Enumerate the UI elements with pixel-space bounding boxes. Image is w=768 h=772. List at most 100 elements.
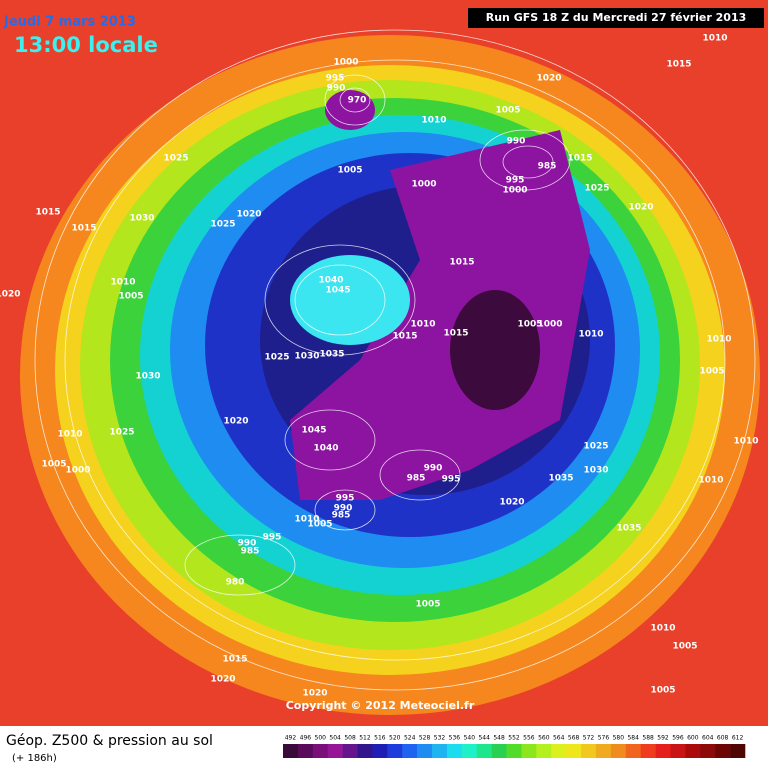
isobar-label: 1030 (129, 214, 154, 224)
colorbar-label: 592 (657, 735, 669, 742)
isobar-labels: 1000995990970101010201005990985995100010… (0, 34, 759, 699)
isobar-label: 1000 (537, 320, 562, 330)
colorbar-label: 588 (642, 735, 654, 742)
isobar-label: 995 (442, 475, 461, 485)
isobar-label: 1010 (410, 320, 435, 330)
isobar-label: 1015 (666, 60, 691, 70)
time: 13:00 locale (14, 33, 158, 57)
isobar-label: 1000 (502, 186, 527, 196)
isobar-label: 1015 (443, 329, 468, 339)
colorbar-label: 568 (568, 735, 580, 742)
isobar-label: 1010 (578, 330, 603, 340)
colorbar-swatch (595, 744, 612, 758)
isobar-label: 970 (348, 96, 367, 106)
colorbar-label: 508 (344, 735, 356, 742)
footer-title: Géop. Z500 & pression au sol (6, 733, 213, 749)
isobar-label: 990 (327, 84, 346, 94)
colorbar-swatch (685, 744, 701, 758)
colorbar-swatch (610, 744, 627, 758)
colorbar-swatch (700, 744, 716, 758)
isobar-label: 1030 (135, 372, 160, 382)
colorbar-label: 612 (732, 735, 744, 742)
colorbar-label: 512 (359, 735, 371, 742)
isobar-label: 1015 (449, 258, 474, 268)
isobar-label: 990 (424, 464, 443, 474)
isobar-label: 1035 (319, 350, 344, 360)
colorbar-swatch (446, 744, 463, 758)
colorbar-label: 492 (285, 735, 297, 742)
isobar-label: 1005 (41, 460, 66, 470)
colorbar-swatch (417, 744, 433, 758)
colorbar-swatch (625, 744, 641, 758)
isobar-label: 985 (332, 511, 351, 521)
colorbar-swatch (581, 744, 597, 758)
colorbar-swatch (491, 744, 507, 758)
isobar-label: 1025 (163, 154, 188, 164)
colorbar-swatch (506, 744, 522, 758)
colorbar-label: 496 (300, 735, 312, 742)
colorbar-label: 584 (627, 735, 639, 742)
isobar-label: 1000 (411, 180, 436, 190)
isobar-label: 1010 (57, 430, 82, 440)
isobar-label: 1020 (628, 203, 653, 213)
colorbar-swatch (432, 744, 448, 758)
colorbar-label: 500 (315, 735, 327, 742)
isobar-label: 1020 (536, 74, 561, 84)
isobar-label: 1025 (264, 353, 289, 363)
isobar-label: 1030 (294, 352, 319, 362)
colorbar-label: 572 (583, 735, 595, 742)
isobar-label: 995 (326, 74, 345, 84)
colorbar-swatch (655, 744, 671, 758)
colorbar-label: 520 (389, 735, 401, 742)
colorbar-swatch (372, 744, 388, 758)
date: Jeudi 7 mars 2013 (3, 15, 136, 30)
colorbar-swatch (327, 744, 343, 758)
colorbar: 492 496 500 504 508 512 516 520 524 528 532 536 540 5… (283, 735, 746, 758)
colorbar-swatch (402, 744, 418, 758)
isobar-label: 990 (334, 504, 353, 514)
isobar-label: 985 (241, 547, 260, 557)
colorbar-label: 580 (613, 735, 625, 742)
colorbar-swatch (730, 744, 746, 758)
colorbar-swatch (715, 744, 731, 758)
isobar-label: 1005 (118, 292, 143, 302)
isobar-label: 1020 (499, 498, 524, 508)
colorbar-swatch (283, 744, 299, 758)
isobar-label: 1020 (302, 689, 327, 699)
isobar-label: 1025 (583, 442, 608, 452)
isobar-label: 1000 (65, 466, 90, 476)
colorbar-label: 544 (478, 735, 490, 742)
isobar-label: 1045 (325, 286, 350, 296)
height-field (20, 35, 760, 715)
isobar-label: 1010 (294, 515, 319, 525)
colorbar-label: 524 (404, 735, 416, 742)
colorbar-swatch (312, 744, 329, 758)
isobar-label: 990 (238, 539, 257, 549)
isobar-label: 1040 (318, 276, 343, 286)
isobar-label: 1010 (650, 624, 675, 634)
colorbar-swatch (357, 744, 373, 758)
isobar-label: 1010 (733, 437, 758, 447)
isobar-label: 1010 (706, 335, 731, 345)
isobar-label: 995 (336, 494, 355, 504)
isobar-label: 990 (507, 137, 526, 147)
isobar-label: 1010 (702, 34, 727, 44)
colorbar-label: 600 (687, 735, 699, 742)
isobar-label: 1005 (307, 520, 332, 530)
isobar-label: 1020 (236, 210, 261, 220)
isobar-label: 1035 (548, 474, 573, 484)
colorbar-label: 536 (449, 735, 461, 742)
isobar-label: 1030 (583, 466, 608, 476)
colorbar-label: 552 (508, 735, 520, 742)
isobar-label: 1020 (210, 675, 235, 685)
colorbar-label: 604 (702, 735, 714, 742)
isobar-label: 995 (506, 176, 525, 186)
isobar-label: 995 (263, 533, 282, 543)
isobar-label: 1000 (333, 58, 358, 68)
colorbar-label: 556 (523, 735, 535, 742)
isobar-label: 1040 (313, 444, 338, 454)
colorbar-swatch (521, 744, 537, 758)
colorbar-label: 564 (553, 735, 565, 742)
isobar-label: 1025 (210, 220, 235, 230)
